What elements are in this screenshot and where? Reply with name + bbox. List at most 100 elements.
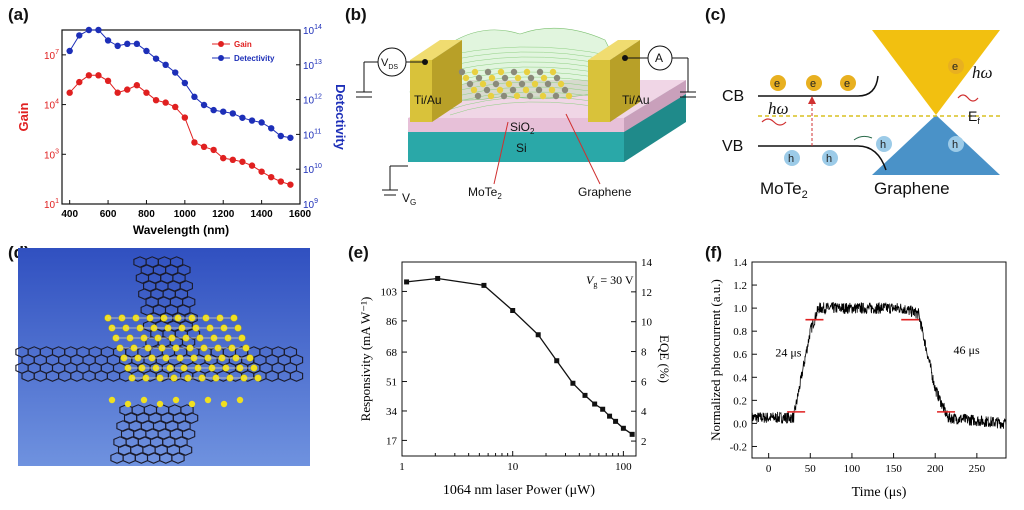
band-diagram: CB VB e e e e h h h h hω hω Ef MoTe2 Gra… [722,30,1000,201]
mote2-atom-edge-3 [156,400,164,408]
mote2-atom-1-3 [501,74,509,82]
point-gain-6 [124,86,131,93]
y-tick-label-f-2: 0.2 [733,395,747,407]
graphene-hex-l-147 [184,412,199,424]
device-schematic: Ti/Au Ti/Au SiO2 Si MoTe2 Graphene VDS A… [356,27,696,207]
plot-frame-f [751,261,1007,459]
mote2-atom-3-3 [509,86,517,94]
point-detectivity-23 [287,134,294,141]
point-responsivity-3 [510,308,516,313]
electrode-right [588,60,610,122]
point-gain-13 [191,139,198,146]
mote2-atom-0-1 [471,68,479,76]
svg-text:h: h [880,139,886,151]
mote2-atom-d-132 [254,374,262,382]
mote2-atom-edge-5 [188,400,196,408]
mote2-atom-0-3 [497,68,505,76]
panel-label-a: (a) [8,5,29,24]
label-graphene: Graphene [578,185,632,199]
point-gain-18 [239,158,246,165]
graphene-hex-h-91 [289,370,304,382]
mote2-atom-d-37 [234,324,242,332]
plot-frame-a [61,29,301,205]
graphene-hex-l-159 [181,428,196,440]
x-tick-label-f-4: 200 [927,463,944,475]
point-detectivity-6 [124,40,131,48]
panel-label-f: (f) [705,243,722,262]
point-detectivity-11 [172,69,179,76]
point-responsivity-4 [535,332,541,338]
mote2-atom-edge-8 [236,396,244,404]
x-tick-label-e-1: 10 [507,461,519,473]
mote2-atom-0-2 [484,68,492,76]
annotation-f-1: 46 μs [954,343,980,357]
mote2-atom-2-3 [505,80,513,88]
label-ef: Ef [968,108,980,126]
electron-3: e [840,75,856,91]
mote2-atom-2-2 [492,80,500,88]
y-tick-label-f-8: 1.4 [733,257,747,269]
mote2-atom-1-4 [514,74,522,82]
point-gain-0 [66,89,73,96]
mote2-atom-2-4 [518,80,526,88]
point-detectivity-20 [258,119,265,126]
y-right-tick-label-e-5: 12 [641,287,652,299]
y-right-tick-label-e-2: 6 [641,376,647,388]
x-tick-label-a-3: 1000 [174,209,197,220]
label-ti-au-left: Ti/Au [414,93,442,107]
point-responsivity-5 [554,358,560,364]
electrode-right-side [610,40,640,122]
point-responsivity-0 [404,279,410,285]
graphene-upper-cone [872,30,1000,115]
label-vb: VB [722,138,743,155]
point-gain-16 [220,154,227,162]
point-responsivity-13 [629,431,635,437]
series-line-photocurrent [751,301,1007,429]
mote2-atom-4-7 [565,92,573,100]
mote2-atom-3-7 [561,86,569,94]
point-gain-4 [104,77,112,85]
x-tick-label-f-5: 250 [969,463,986,475]
pointer-graphene [565,113,601,185]
mote2-atom-1-5 [527,74,535,82]
y-tick-label-f-4: 0.6 [733,349,747,361]
point-gain-23 [287,181,294,188]
x-tick-label-f-3: 150 [885,463,902,475]
hole-3: h [876,136,892,152]
y-left-tick-label-a-0: 101 [44,198,59,211]
point-gain-12 [181,114,189,121]
y-axis-label-eqe: EQE (%) [657,335,672,383]
photon-wave-left [761,118,787,126]
mote2-atom-d-113 [250,364,258,372]
y-right-tick-label-a-4: 1013 [303,59,322,72]
x-tick-label-a-4: 1200 [212,209,235,220]
si-layer-side [624,90,686,162]
mote2-atom-3-6 [548,86,556,94]
point-gain-19 [248,162,256,169]
x-tick-label-f-0: 0 [766,463,772,475]
contact-left [422,59,428,65]
point-responsivity-2 [481,282,487,288]
y-tick-label-f-7: 1.2 [733,280,747,292]
point-detectivity-13 [191,93,198,101]
graphene-hex-l-171 [178,444,193,456]
mote2-atom-edge-7 [220,400,228,408]
electrode-left-top [410,40,462,60]
contact-right [622,55,628,61]
point-gain-2 [85,72,93,79]
annotation-vg: Vg = 30 V [586,273,634,289]
point-responsivity-9 [600,406,606,412]
mote2-atom-2-7 [557,80,565,88]
mote2-atom-4-4 [526,92,534,100]
label-ammeter: A [655,51,663,65]
electrode-right-top [588,40,640,60]
label-sio2: SiO2 [510,120,535,136]
x-tick-label-a-0: 400 [61,209,78,220]
point-gain-3 [95,72,102,79]
point-responsivity-6 [570,380,576,386]
point-gain-20 [258,168,265,175]
point-gain-15 [210,146,217,154]
mote2-atom-0-4 [510,68,518,76]
